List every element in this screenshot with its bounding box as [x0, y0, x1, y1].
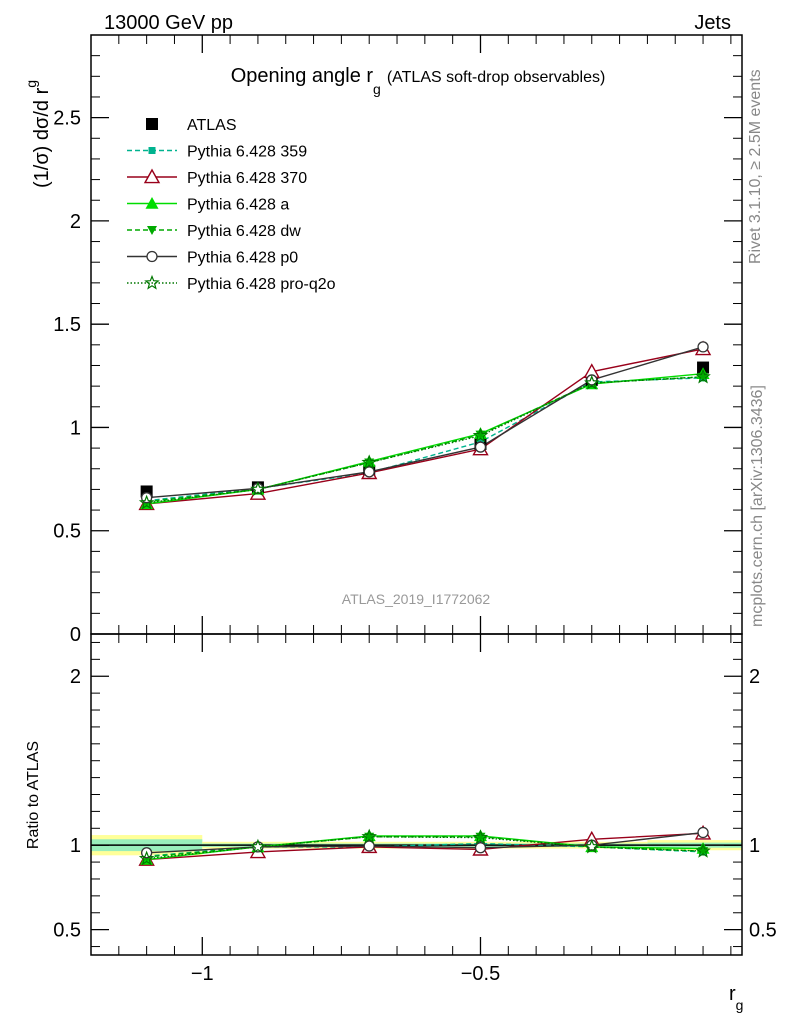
- legend-marker-pythia-6-428-dw: [147, 226, 157, 235]
- chart-title: Opening angle rg (ATLAS soft-drop observa…: [231, 65, 606, 97]
- ratio-point-pythia-6-428-p0: [474, 842, 487, 854]
- header-left: 13000 GeV pp: [104, 12, 233, 34]
- main-line-pythia-6-428-p0: [146, 346, 704, 499]
- legend-label-atlas: ATLAS: [187, 117, 237, 134]
- ratio-point-pythia-6-428-pro-q2o: [584, 838, 600, 854]
- x-tick-label: −1: [191, 963, 214, 985]
- ratio-point-pythia-6-428-p0: [697, 826, 709, 839]
- ratio-panel-frame: [90, 633, 743, 956]
- ratio-y-tick-label: 2: [70, 666, 81, 688]
- ratio-line-pythia-6-428-dw: [146, 836, 704, 858]
- rivet-label: Rivet 3.1.10, ≥ 2.5M events: [747, 69, 764, 264]
- ratio-point-pythia-6-428-pro-q2o: [361, 828, 377, 844]
- series-markers: [138, 340, 712, 866]
- ratio-y-tick-label-right: 2: [749, 666, 760, 688]
- ratio-line-pythia-6-428-370: [146, 832, 704, 861]
- main-y-zero-label: 0: [70, 624, 81, 646]
- legend-marker-atlas: [146, 118, 158, 130]
- legend-label-pythia-6-428-dw: Pythia 6.428 dw: [187, 223, 301, 240]
- legend-label-pythia-6-428-359: Pythia 6.428 359: [187, 144, 307, 161]
- main-y-axis-label-sub: g: [23, 80, 39, 88]
- x-axis-label: rg: [729, 983, 743, 1013]
- legend: ATLAS Pythia 6.428 359 Pythia 6.428 370 Pyt…: [127, 117, 336, 293]
- main-line-pythia-6-428-a: [146, 373, 704, 505]
- legend-label-pythia-6-428-pro-q2o: Pythia 6.428 pro-q2o: [187, 276, 336, 293]
- x-axis-label-main: r: [729, 983, 736, 1005]
- ratio-y-tick-label: 1: [70, 835, 81, 857]
- series-lines: [146, 346, 704, 861]
- ratio-y-axis-label: Ratio to ATLAS: [25, 741, 42, 849]
- main-line-pythia-6-428-pro-q2o: [146, 376, 704, 504]
- main-point-pythia-6-428-p0: [697, 341, 709, 353]
- main-point-pythia-6-428-pro-q2o: [250, 481, 266, 497]
- chart-title-paren: (ATLAS soft-drop observables): [387, 69, 605, 86]
- x-axis-label-sub: g: [736, 997, 744, 1013]
- main-point-pythia-6-428-p0: [474, 441, 487, 453]
- mcplots-label: mcplots.cern.ch [arXiv:1306.3436]: [749, 385, 766, 627]
- main-y-tick-label: 2: [70, 211, 81, 233]
- main-point-pythia-6-428-pro-q2o: [361, 454, 377, 470]
- main-point-pythia-6-428-pro-q2o: [138, 494, 155, 510]
- main-y-axis-label: (1/σ) dσ/d rg: [23, 80, 53, 188]
- chart-title-sub: g: [373, 81, 381, 97]
- ratio-y-tick-label: 0.5: [53, 920, 81, 942]
- main-point-pythia-6-428-pro-q2o: [584, 374, 600, 390]
- axis-ticks: [91, 35, 742, 955]
- legend-label-pythia-6-428-a: Pythia 6.428 a: [187, 197, 289, 214]
- main-point-pythia-6-428-p0: [363, 466, 375, 478]
- legend-label-pythia-6-428-370: Pythia 6.428 370: [187, 170, 307, 187]
- main-line-pythia-6-428-dw: [146, 376, 704, 503]
- x-tick-label: −0.5: [461, 963, 500, 985]
- ratio-point-pythia-6-428-pro-q2o: [250, 838, 266, 854]
- main-line-pythia-6-428-370: [146, 348, 704, 505]
- ratio-point-pythia-6-428-pro-q2o: [472, 829, 489, 845]
- legend-marker-pythia-6-428-p0: [146, 250, 158, 263]
- main-y-tick-label: 0.5: [53, 521, 81, 543]
- tick-labels: −1 −0.5 0.5 1 1.5 2 2.5 0 0.5 0.5 1 1 2 2: [53, 108, 777, 985]
- legend-marker-pythia-6-428-a: [145, 197, 159, 209]
- legend-marker-pythia-6-428-359: [148, 147, 156, 154]
- main-y-axis-label-main: (1/σ) dσ/d r: [31, 87, 53, 188]
- ratio-point-pythia-6-428-pro-q2o: [138, 850, 155, 866]
- main-y-tick-label: 1.5: [53, 314, 81, 336]
- main-line-pythia-6-428-359: [146, 377, 704, 502]
- ratio-point-pythia-6-428-p0: [363, 840, 375, 852]
- legend-label-pythia-6-428-p0: Pythia 6.428 p0: [187, 250, 298, 267]
- main-point-pythia-6-428-pro-q2o: [695, 368, 711, 384]
- ratio-line-pythia-6-428-p0: [146, 831, 704, 854]
- ratio-y-tick-label-right: 1: [749, 835, 760, 857]
- main-point-pythia-6-428-pro-q2o: [472, 427, 489, 443]
- ratio-point-pythia-6-428-pro-q2o: [695, 842, 711, 858]
- header-right: Jets: [694, 12, 731, 34]
- analysis-watermark: ATLAS_2019_I1772062: [342, 591, 491, 607]
- legend-marker-pythia-6-428-370: [143, 168, 161, 184]
- ratio-y-tick-label-right: 0.5: [749, 920, 777, 942]
- legend-marker-pythia-6-428-pro-q2o: [144, 274, 160, 290]
- main-y-tick-label: 1: [70, 417, 81, 439]
- main-y-tick-label: 2.5: [53, 108, 81, 130]
- chart-title-main: Opening angle r: [231, 65, 374, 87]
